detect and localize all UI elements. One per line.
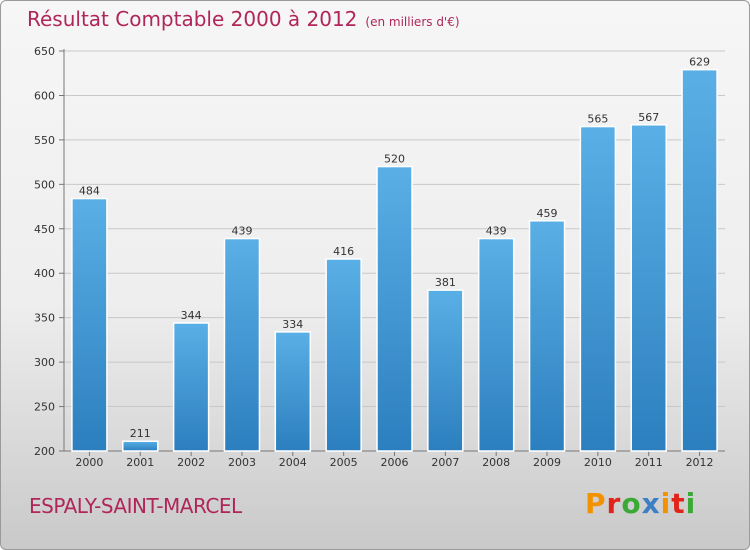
data-label: 484: [79, 185, 100, 198]
data-label: 565: [587, 113, 608, 126]
y-tick-label: 450: [34, 223, 55, 236]
x-tick-label: 2011: [635, 456, 663, 469]
y-tick-label: 300: [34, 356, 55, 369]
logo-letter: r: [606, 487, 622, 520]
x-tick-label: 2003: [228, 456, 256, 469]
y-tick-label: 400: [34, 267, 55, 280]
y-tick-label: 550: [34, 134, 55, 147]
data-label: 211: [130, 427, 151, 440]
logo-letter: t: [671, 487, 686, 520]
bar: [223, 237, 261, 452]
bar: [477, 237, 515, 452]
bar: [325, 258, 362, 452]
bar: [172, 322, 210, 452]
logo-letter: P: [585, 487, 607, 520]
data-label: 459: [537, 207, 558, 220]
bar: [376, 165, 413, 452]
logo-letter: x: [641, 487, 661, 520]
x-tick-label: 2005: [330, 456, 358, 469]
bar: [579, 125, 617, 452]
bar: [427, 289, 464, 452]
commune-name: ESPALY-SAINT-MARCEL: [29, 494, 242, 518]
x-tick-label: 2010: [584, 456, 612, 469]
x-tick-label: 2000: [75, 456, 103, 469]
y-tick-label: 650: [34, 45, 55, 58]
data-label: 334: [282, 318, 303, 331]
data-label: 520: [384, 153, 405, 166]
bar: [274, 331, 312, 452]
proxiti-logo: Proxiti: [585, 487, 696, 520]
bar: [122, 440, 159, 452]
chart-title: Résultat Comptable 2000 à 2012 (en millie…: [27, 7, 460, 31]
data-label: 416: [333, 245, 354, 258]
y-tick-label: 200: [34, 445, 55, 458]
x-tick-label: 2004: [279, 456, 307, 469]
y-tick-label: 350: [34, 312, 55, 325]
axes: 200 250 300 350 400 450 500 550 600 650 2000 2001 20…: [34, 45, 725, 469]
logo-letter: i: [660, 487, 672, 520]
title-text: Résultat Comptable 2000 à 2012: [27, 7, 358, 31]
data-label: 567: [638, 111, 659, 124]
x-tick-label: 2009: [533, 456, 561, 469]
data-label: 629: [689, 56, 710, 69]
data-label: 381: [435, 276, 456, 289]
x-tick-label: 2008: [482, 456, 510, 469]
data-label: 439: [486, 225, 507, 238]
x-tick-label: 2006: [381, 456, 409, 469]
bar: [630, 124, 667, 452]
logo-letter: o: [621, 487, 642, 520]
bar: [71, 197, 108, 452]
unit-label: (en milliers d'€): [365, 15, 460, 29]
data-label: 439: [231, 225, 252, 238]
y-tick-label: 250: [34, 401, 55, 414]
bars: [71, 68, 718, 452]
x-tick-label: 2012: [686, 456, 714, 469]
x-tick-label: 2007: [431, 456, 459, 469]
bar: [528, 220, 566, 452]
bar: [681, 68, 718, 452]
y-tick-label: 600: [34, 89, 55, 102]
logo-letter: i: [685, 487, 697, 520]
x-tick-label: 2001: [126, 456, 154, 469]
data-label: 344: [181, 309, 202, 322]
y-tick-label: 500: [34, 178, 55, 191]
data-labels: 484 211 344 439 334 416 520 381 439 459 565 567 629: [79, 56, 710, 441]
x-tick-label: 2002: [177, 456, 205, 469]
